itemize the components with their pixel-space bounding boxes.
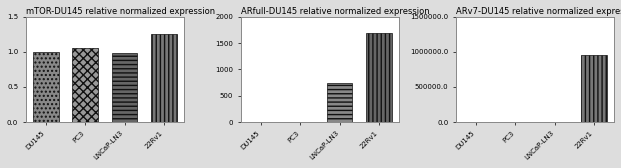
Bar bbox=[327, 83, 353, 122]
Bar bbox=[581, 55, 607, 122]
Bar bbox=[33, 52, 58, 122]
Bar bbox=[151, 34, 177, 122]
Bar bbox=[112, 53, 137, 122]
Text: ARfull-DU145 relative normalized expression: ARfull-DU145 relative normalized express… bbox=[241, 7, 430, 16]
Bar bbox=[366, 33, 392, 122]
Bar bbox=[73, 48, 98, 122]
Text: ARv7-DU145 relative normalized expression: ARv7-DU145 relative normalized expressio… bbox=[456, 7, 621, 16]
Text: mTOR-DU145 relative normalized expression: mTOR-DU145 relative normalized expressio… bbox=[26, 7, 215, 16]
